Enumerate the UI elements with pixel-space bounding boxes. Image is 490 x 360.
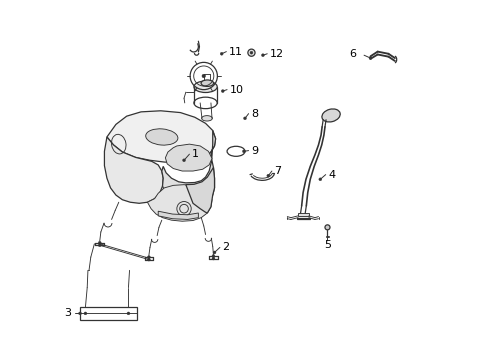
Circle shape — [183, 159, 186, 162]
Polygon shape — [166, 144, 212, 171]
Circle shape — [147, 258, 150, 261]
Text: 10: 10 — [230, 85, 244, 95]
Circle shape — [369, 57, 372, 59]
Circle shape — [221, 90, 224, 93]
Polygon shape — [104, 137, 163, 203]
Polygon shape — [158, 211, 198, 220]
Polygon shape — [162, 131, 216, 203]
Text: 3: 3 — [64, 309, 71, 318]
Circle shape — [250, 51, 253, 54]
Text: 11: 11 — [229, 46, 243, 57]
Ellipse shape — [201, 116, 212, 121]
Circle shape — [267, 174, 270, 177]
Polygon shape — [298, 213, 309, 216]
Circle shape — [325, 225, 330, 230]
Text: 12: 12 — [270, 49, 284, 59]
Ellipse shape — [194, 81, 217, 93]
Circle shape — [243, 150, 245, 153]
Polygon shape — [186, 167, 215, 213]
Text: 4: 4 — [328, 170, 335, 180]
Ellipse shape — [201, 80, 214, 86]
Circle shape — [98, 244, 101, 247]
Ellipse shape — [146, 129, 178, 145]
Circle shape — [202, 74, 205, 78]
Text: 7: 7 — [274, 166, 282, 176]
Circle shape — [212, 255, 215, 257]
Circle shape — [248, 49, 255, 56]
Text: 9: 9 — [251, 145, 258, 156]
Text: 8: 8 — [251, 109, 258, 119]
Circle shape — [262, 54, 265, 57]
Ellipse shape — [322, 109, 340, 122]
Text: 6: 6 — [349, 49, 356, 59]
Circle shape — [212, 257, 215, 260]
Circle shape — [84, 312, 87, 315]
Circle shape — [319, 178, 322, 181]
Circle shape — [220, 52, 223, 55]
Circle shape — [213, 251, 216, 254]
Circle shape — [244, 117, 246, 120]
Text: 2: 2 — [222, 242, 229, 252]
Text: 1: 1 — [192, 149, 199, 159]
Circle shape — [127, 312, 130, 315]
Circle shape — [98, 241, 101, 244]
Polygon shape — [107, 111, 216, 163]
Circle shape — [147, 256, 150, 258]
Circle shape — [78, 312, 81, 315]
Polygon shape — [147, 185, 212, 221]
Text: 5: 5 — [324, 239, 331, 249]
